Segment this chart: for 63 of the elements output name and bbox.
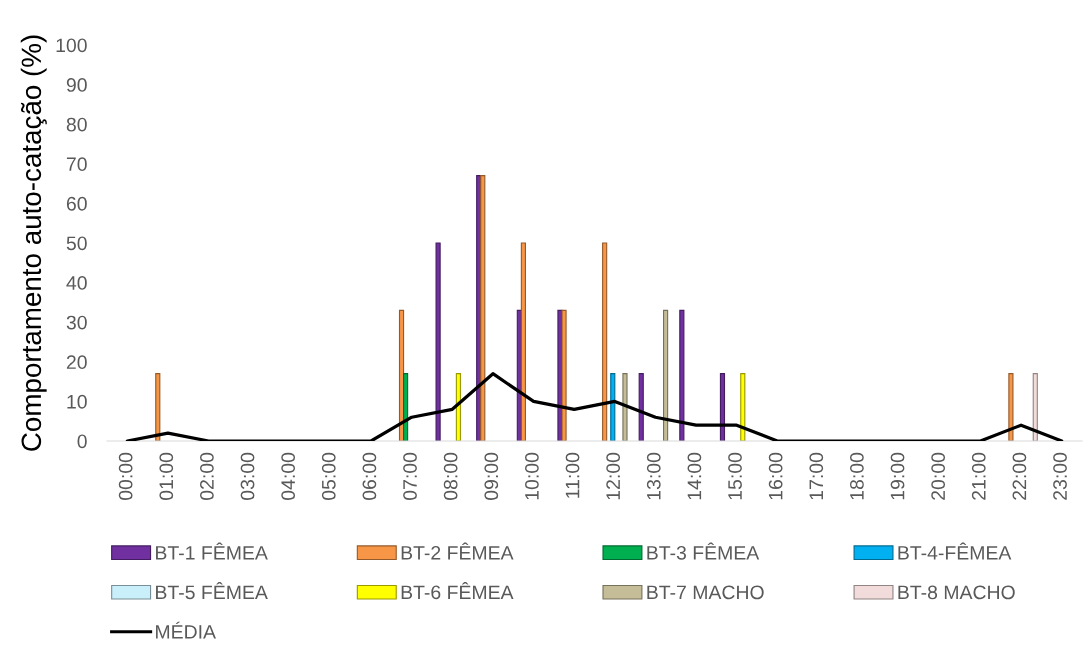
x-tick-label: 16:00 <box>768 452 783 500</box>
bar <box>403 373 409 441</box>
y-tick-label: 80 <box>66 117 87 132</box>
x-tick-label: 22:00 <box>1012 452 1027 500</box>
line-series <box>125 372 1064 441</box>
x-tick-label: 01:00 <box>159 452 174 501</box>
bar <box>561 309 567 441</box>
x-tick-label: 18:00 <box>850 452 864 500</box>
x-tick-label: 08:00 <box>443 452 458 501</box>
x-tick-label: 20:00 <box>931 452 946 500</box>
x-tick-label: 00:00 <box>118 452 133 501</box>
bar <box>435 242 441 441</box>
x-tick-label: 12:00 <box>606 452 621 500</box>
legend-label: BT-5 FÊMEA <box>156 582 268 600</box>
bar <box>155 373 161 441</box>
y-tick-label: 60 <box>66 196 87 211</box>
y-tick-label: 50 <box>66 236 87 251</box>
y-tick-label: 0 <box>77 434 87 449</box>
x-tick-label: 17:00 <box>809 452 824 500</box>
y-tick-label: 40 <box>66 276 87 290</box>
legend-label: BT-3 FÊMEA <box>647 542 760 560</box>
bar <box>602 242 608 441</box>
bar <box>1008 373 1014 441</box>
y-tick-label: 30 <box>66 315 87 330</box>
bar <box>740 373 746 441</box>
x-tick-label: 05:00 <box>321 452 336 501</box>
bar <box>719 373 726 441</box>
legend-label: BT-6 FÊMEA <box>401 582 514 600</box>
legend-label: BT-1 FÊMEA <box>156 542 268 560</box>
bar <box>520 242 526 441</box>
x-tick-label: 11:00 <box>565 452 580 498</box>
x-tick-label: 04:00 <box>281 452 296 501</box>
legend-label: BT-2 FÊMEA <box>401 542 514 560</box>
bar <box>663 309 669 441</box>
legend-label: BT-4-FÊMEA <box>898 542 1012 560</box>
x-tick-label: 15:00 <box>728 452 742 500</box>
bar <box>455 373 461 441</box>
legend-label: BT-8 MACHO <box>898 585 1015 600</box>
y-tick-label: 70 <box>66 157 87 172</box>
x-tick-label: 23:00 <box>1053 452 1067 500</box>
legend-label: MÉDIA <box>156 621 216 639</box>
x-tick-label: 03:00 <box>240 452 255 501</box>
y-tick-label: 20 <box>66 355 87 370</box>
x-tick-label: 02:00 <box>200 452 214 501</box>
x-tick-label: 21:00 <box>971 452 986 500</box>
y-tick-label: 10 <box>67 394 87 409</box>
bar <box>638 373 644 441</box>
legend-label: BT-7 MACHO <box>647 585 764 600</box>
bar <box>679 309 685 441</box>
y-tick-label: 90 <box>66 78 87 92</box>
x-tick-label: 19:00 <box>890 452 905 500</box>
bar <box>480 175 486 441</box>
y-axis-title: Comportamento auto-catação (%) <box>20 35 47 451</box>
x-tick-label: 06:00 <box>362 452 377 501</box>
bar <box>1032 373 1038 441</box>
x-tick-label: 13:00 <box>646 452 661 500</box>
bar <box>622 373 628 441</box>
bar <box>610 373 616 441</box>
y-tick-label: 100 <box>56 38 87 53</box>
x-tick-label: 07:00 <box>403 452 417 501</box>
x-tick-label: 10:00 <box>525 452 539 500</box>
x-tick-label: 09:00 <box>484 452 499 501</box>
x-tick-label: 14:00 <box>687 452 702 500</box>
